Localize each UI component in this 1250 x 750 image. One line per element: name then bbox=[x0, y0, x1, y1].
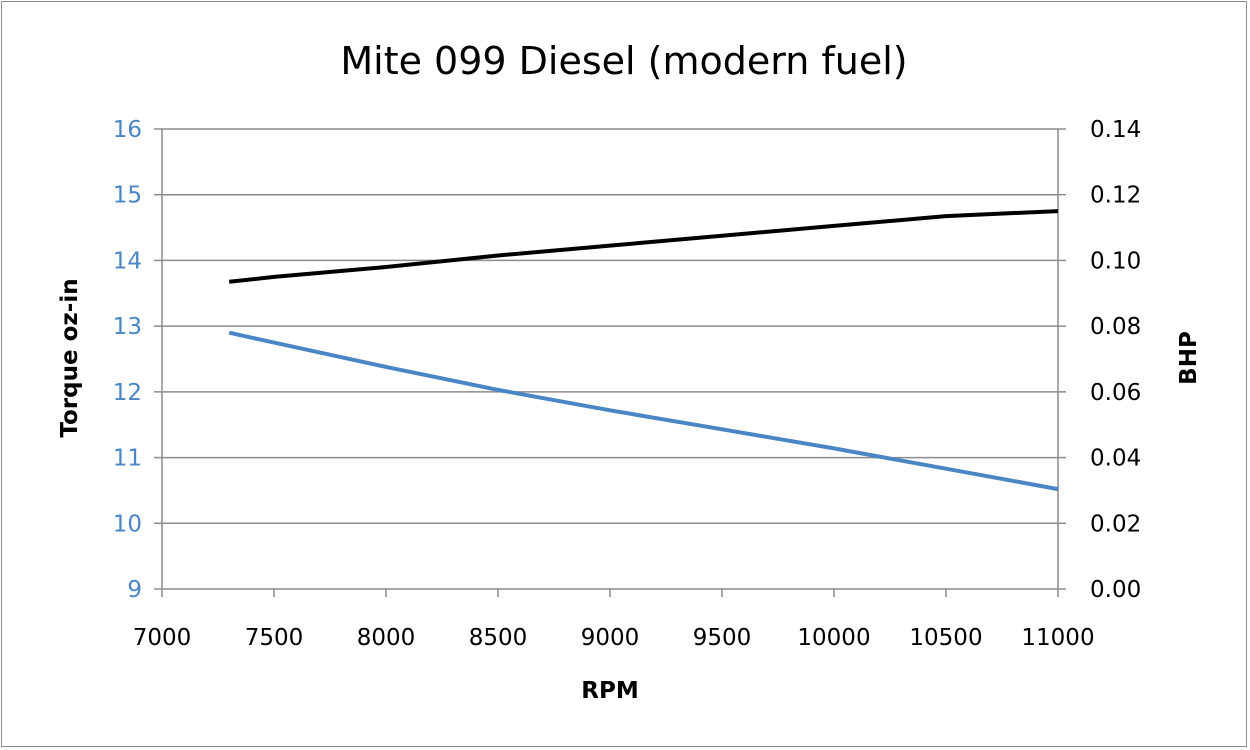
y-left-tick-label: 10 bbox=[113, 511, 142, 537]
y-left-axis-title: Torque oz-in bbox=[57, 278, 83, 437]
chart-title: Mite 099 Diesel (modern fuel) bbox=[340, 39, 907, 83]
series-lines bbox=[228, 209, 1059, 492]
y-left-tick-label: 11 bbox=[113, 446, 142, 472]
y-left-tick-label: 16 bbox=[113, 117, 142, 143]
axes bbox=[154, 128, 1066, 597]
y-right-tick-label: 0.00 bbox=[1090, 577, 1141, 603]
x-tick-label: 7000 bbox=[133, 625, 192, 651]
y-left-tick-label: 14 bbox=[113, 248, 142, 274]
x-tick-label: 7500 bbox=[245, 625, 304, 651]
x-tick-label: 10500 bbox=[909, 625, 982, 651]
y-left-tick-label: 12 bbox=[113, 380, 142, 406]
x-tick-label: 8000 bbox=[357, 625, 416, 651]
x-axis-title: RPM bbox=[581, 678, 638, 704]
y-right-tick-label: 0.06 bbox=[1090, 380, 1141, 406]
y-left-tick-label: 13 bbox=[113, 314, 142, 340]
x-tick-label: 8500 bbox=[469, 625, 528, 651]
y-right-tick-label: 0.14 bbox=[1090, 117, 1141, 143]
y-right-tick-label: 0.12 bbox=[1090, 183, 1141, 209]
tick-labels: 9 10 11 12 13 14 15 16 0.00 0.02 0.04 0.06 0.08 0.10 0… bbox=[113, 117, 1142, 651]
y-left-tick-label: 15 bbox=[113, 183, 142, 209]
x-tick-label: 11000 bbox=[1021, 625, 1094, 651]
bhp-series-line bbox=[228, 209, 1059, 284]
torque-series-line bbox=[228, 330, 1059, 492]
y-left-tick-label: 9 bbox=[127, 577, 142, 603]
y-right-tick-label: 0.10 bbox=[1090, 248, 1141, 274]
y-right-axis-title: BHP bbox=[1176, 331, 1202, 385]
x-tick-label: 9500 bbox=[693, 625, 752, 651]
y-right-tick-label: 0.04 bbox=[1090, 446, 1141, 472]
gridlines bbox=[162, 128, 1058, 525]
x-tick-label: 9000 bbox=[581, 625, 640, 651]
y-right-tick-label: 0.08 bbox=[1090, 314, 1141, 340]
y-right-tick-label: 0.02 bbox=[1090, 511, 1141, 537]
x-tick-label: 10000 bbox=[797, 625, 870, 651]
